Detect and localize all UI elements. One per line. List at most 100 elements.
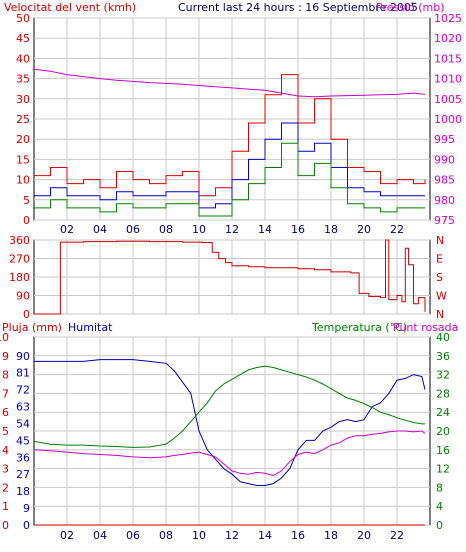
wind-tick-label: 0	[23, 214, 30, 227]
wind-tick-label: 25	[16, 113, 30, 126]
legend-rain: Pluja (mm)	[2, 321, 62, 334]
pressure-tick-label: 1025	[434, 12, 462, 25]
pressure-tick-label: 995	[434, 133, 455, 146]
humidity-tick-label: 63	[16, 401, 30, 414]
x-tick-label: 16	[291, 529, 305, 542]
legend-dewpoint: Punt rosada	[393, 321, 458, 334]
x-tick-label: 14	[258, 223, 272, 236]
pressure-tick-label: 990	[434, 153, 455, 166]
rain-tick-label: 3	[2, 463, 9, 476]
rain-tick-label: 9	[2, 350, 9, 363]
humidity-tick-label: 81	[16, 367, 30, 380]
pressure-tick-label: 1005	[434, 93, 462, 106]
temperature-tick-label: 24	[436, 406, 450, 419]
pressure-tick-label: 980	[434, 194, 455, 207]
dewpoint-series	[33, 430, 426, 477]
humidity-tick-label: 18	[16, 485, 30, 498]
wind-tick-label: 10	[16, 174, 30, 187]
pressure-tick-label: 1000	[434, 113, 462, 126]
x-tick-label: 12	[225, 223, 239, 236]
x-tick-label: 08	[159, 529, 173, 542]
direction-tick-label: 360	[9, 234, 30, 247]
pressure-tick-label: 1020	[434, 32, 462, 45]
rain-tick-label: 4	[2, 444, 9, 457]
temperature-tick-label: 20	[436, 425, 450, 438]
temperature-tick-label: 28	[436, 387, 450, 400]
rain-tick-label: 5	[2, 425, 9, 438]
humidity-tick-label: 72	[16, 384, 30, 397]
temperature-tick-label: 40	[436, 331, 450, 344]
x-tick-label: 02	[60, 529, 74, 542]
compass-tick-label: E	[436, 253, 443, 266]
direction-tick-label: 180	[9, 271, 30, 284]
rain-tick-label: 0	[2, 519, 9, 532]
temperature-tick-label: 36	[436, 350, 450, 363]
humidity-tick-label: 9	[23, 502, 30, 515]
x-tick-label: 12	[225, 529, 239, 542]
humidity-tick-label: 27	[16, 468, 30, 481]
wind-tick-label: 5	[23, 194, 30, 207]
temperature-tick-label: 0	[436, 519, 443, 532]
compass-tick-label: N	[436, 308, 444, 321]
wind-tick-label: 30	[16, 93, 30, 106]
rain-tick-label: 7	[2, 387, 9, 400]
pressure-tick-label: 985	[434, 174, 455, 187]
humidity-tick-label: 0	[23, 519, 30, 532]
direction-tick-label: 0	[23, 308, 30, 321]
pressure-tick-label: 975	[434, 214, 455, 227]
pressure-series	[33, 68, 426, 98]
humidity-tick-label: 54	[16, 417, 30, 430]
pressure-tick-label: 1010	[434, 73, 462, 86]
x-tick-label: 18	[324, 223, 338, 236]
temperature-tick-label: 16	[436, 444, 450, 457]
wind-tick-label: 45	[16, 32, 30, 45]
x-tick-label: 16	[291, 223, 305, 236]
x-tick-label: 22	[390, 223, 404, 236]
wind-tick-label: 40	[16, 52, 30, 65]
rain-tick-label: 2	[2, 481, 9, 494]
temperature-tick-label: 32	[436, 369, 450, 382]
compass-tick-label: S	[436, 271, 443, 284]
x-tick-label: 06	[126, 529, 140, 542]
temperature-tick-label: 12	[436, 463, 450, 476]
compass-tick-label: N	[436, 234, 444, 247]
legend-humidity: Humitat	[68, 321, 113, 334]
x-tick-label: 22	[390, 529, 404, 542]
direction-series	[34, 239, 426, 315]
rain-tick-label: 1	[2, 500, 9, 513]
humidity-series	[34, 359, 426, 486]
x-tick-label: 14	[258, 529, 272, 542]
direction-tick-label: 270	[9, 253, 30, 266]
wind-tick-label: 15	[16, 153, 30, 166]
temperature-series	[33, 365, 425, 448]
temperature-tick-label: 4	[436, 500, 443, 513]
wind_gust-series	[34, 74, 426, 197]
temperature-humidity-panel: Pluja (mm) Humitat Temperatura (°C) Punt…	[0, 321, 458, 542]
x-tick-label: 10	[192, 529, 206, 542]
wind_min-series	[34, 142, 425, 217]
x-tick-label: 02	[60, 223, 74, 236]
humidity-tick-label: 45	[16, 434, 30, 447]
humidity-tick-label: 90	[16, 350, 30, 363]
x-tick-label: 20	[357, 529, 371, 542]
humidity-tick-label: 36	[16, 451, 30, 464]
wind-pressure-panel: Velocitat del vent (kmh) Current last 24…	[4, 1, 462, 236]
wind-axis-label: Velocitat del vent (kmh)	[4, 1, 136, 14]
x-tick-label: 10	[192, 223, 206, 236]
wind-tick-label: 20	[16, 133, 30, 146]
direction-tick-label: 90	[16, 290, 30, 303]
pressure-tick-label: 1015	[434, 52, 462, 65]
x-tick-label: 18	[324, 529, 338, 542]
chart-subtitle: Current last 24 hours : 16 Septiembre 20…	[178, 1, 418, 14]
x-tick-label: 04	[93, 223, 107, 236]
x-tick-label: 08	[159, 223, 173, 236]
x-tick-label: 04	[93, 529, 107, 542]
wind-tick-label: 50	[16, 12, 30, 25]
x-tick-label: 20	[357, 223, 371, 236]
temperature-tick-label: 8	[436, 481, 443, 494]
compass-tick-label: W	[436, 290, 447, 303]
wind-tick-label: 35	[16, 73, 30, 86]
